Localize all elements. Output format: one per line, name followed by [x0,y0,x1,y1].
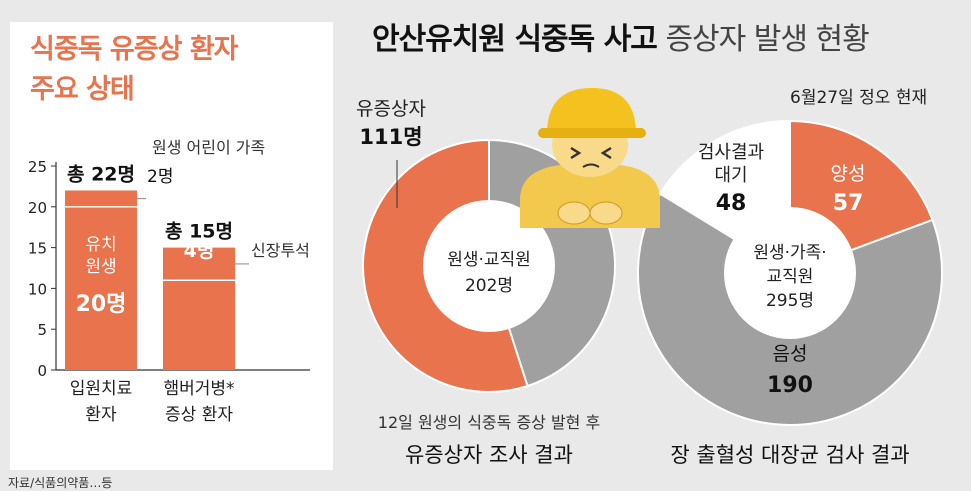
bar-1-segment-0 [163,280,235,370]
donut-2-slice-0-label: 57 [833,191,864,216]
left-panel-title: 식중독 유증상 환자 주요 상태 [30,30,239,110]
donut-2-slice-2-label: 48 [716,191,747,216]
donut-2-center-label-line3: 295명 [766,291,814,311]
donut-2-center-label-line1: 원생·가족· [753,243,826,263]
bar-0-value-label-0: 20명 [76,292,127,317]
child-hand-right-shape [589,201,623,225]
child-eye-left-shape [570,146,582,160]
donut-2-center-label-line2: 교직원 [767,267,814,287]
bar-0-inner-name-line2: 원생 [85,257,116,277]
callout-family-label: 원생 어린이 가족 [152,138,265,157]
bar-1-total-label: 총 15명 [165,221,233,243]
donut-2-slice-1-name: 음성 [773,343,808,365]
donut-2-slice-0-name: 양성 [831,163,866,185]
donut-1-slice-0-label: 111명 [359,125,422,149]
bar-0-inner-name-line1: 유치 [85,235,116,255]
x-category-label-1-line2: 증상 환자 [165,405,233,425]
child-helmet-brim-shape [538,128,646,138]
bar-0-segment-0 [65,206,137,370]
bar-1-segment-2 [163,247,235,281]
x-category-label-1-line1: 햄버거병* [163,379,234,399]
bar-1-value-label-2: 4명 [184,240,215,262]
donut-1-center-label-line1: 원생·교직원 [447,250,531,270]
donut-2-title: 장 출혈성 대장균 검사 결과 [670,443,909,467]
child-hand-left-shape [557,201,591,225]
page-title: 안산유치원 식중독 사고 증상자 발생 현황 [372,14,870,58]
child-body-shape [520,165,660,228]
left-panel-title-line1: 식중독 유증상 환자 [30,34,239,65]
page-title-light: 증상자 발생 현황 [665,22,869,57]
donut-1-center-label-line2: 202명 [465,276,513,296]
donut-2-slice-2-name-line2: 대기 [714,165,747,186]
y-tick-label-0: 0 [37,362,47,380]
left-panel-title-line2: 주요 상태 [30,74,135,105]
donut-2-slice-2-name-line1: 검사결과 [698,142,764,163]
y-tick-label-1: 5 [37,321,47,339]
as-of-date: 6월27일 정오 현재 [790,88,928,108]
sick-child-illustration-icon [520,88,660,228]
child-mouth-shape [582,163,600,168]
donut-1-slice-0-name: 유증상자 [356,98,426,120]
donut-1-title-line2: 유증상자 조사 결과 [405,443,573,467]
child-helmet-shape [547,88,636,134]
y-tick-label-4: 20 [28,199,47,217]
x-category-label-0-line2: 환자 [85,405,117,425]
bar-0-total-label: 총 22명 [67,163,135,185]
child-eye-right-shape [600,146,612,160]
donut-1-title-line1: 12일 원생의 식중독 증상 발현 후 [378,413,600,432]
bar-0-segment-1 [65,190,137,207]
callout-dialysis-label: 신장투석 [251,241,310,260]
donut-2-center-hole [724,207,856,339]
donut-2-slice-1-label: 190 [767,373,813,398]
donut-1-center-hole [423,200,555,332]
y-tick-label-5: 25 [28,158,47,176]
x-category-label-0-line1: 입원치료 [70,379,133,399]
y-tick-label-2: 10 [28,280,47,298]
y-tick-label-3: 15 [28,240,47,258]
page-title-bold: 안산유치원 식중독 사고 [372,22,658,57]
bar-0-value-label-1: 2명 [147,167,173,187]
left-panel [10,22,333,470]
